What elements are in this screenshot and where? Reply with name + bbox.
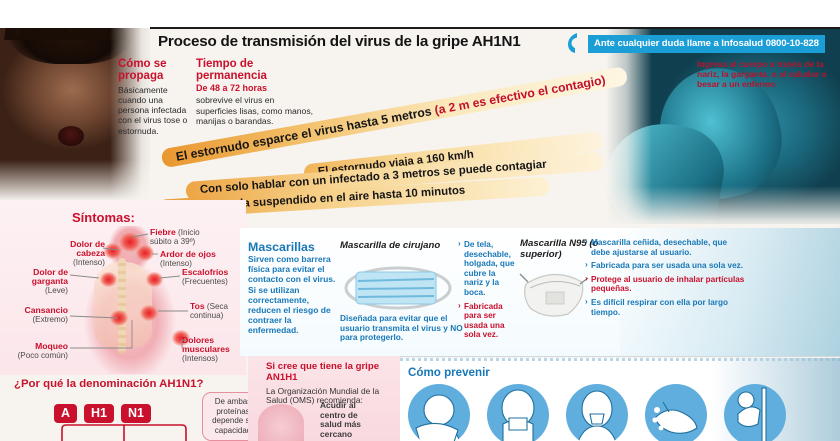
label-dolores-musculares-detail: (Intensos): [182, 354, 218, 364]
mascarilla-n95-bullets: Mascarilla ceñida, desechable, que debe …: [585, 237, 745, 321]
infosalud-badge: Ante cualquier duda llame a Infosalud 08…: [588, 35, 825, 53]
denominacion-connectors: [61, 424, 187, 441]
sintomas-title: Síntomas:: [72, 210, 135, 225]
cover-mouth-with-hands-icon: [487, 384, 549, 441]
bottom-divider: [248, 356, 840, 357]
use-tissue-icon: [566, 384, 628, 441]
label-cansancio: Cansancio (Extremo): [14, 305, 68, 325]
label-tos: Tos (Seca continua): [190, 301, 246, 321]
masked-person-illustration: [258, 404, 304, 441]
label-dolor-garganta-detail: (Leve): [45, 286, 68, 296]
label-dolor-garganta: Dolor de garganta (Leve): [10, 267, 68, 296]
phone-icon: [568, 33, 577, 53]
label-dolores-musculares: Dolores musculares (Intensos): [182, 335, 242, 364]
label-moqueo-detail: (Poco común): [17, 351, 68, 361]
label-cansancio-detail: (Extremo): [32, 315, 68, 325]
chip-h1: H1: [84, 404, 115, 423]
section-denominacion: ¿Por qué la denominación AH1N1?: [14, 378, 214, 390]
hotspot-escalofrios: [146, 272, 163, 287]
label-dolor-cabeza-name: Dolor de cabeza: [70, 239, 105, 259]
label-fiebre: Fiebre (Inicio súbito a 39º): [150, 227, 222, 247]
label-moqueo-name: Moqueo: [35, 341, 68, 351]
title-divider: [150, 27, 840, 29]
hotspot-cansancio: [110, 310, 128, 326]
label-fiebre-name: Fiebre: [150, 227, 176, 237]
tiempo-permanencia-body: sobrevive el virus en superficies lisas,…: [196, 95, 314, 126]
label-ardor-ojos: Ardor de ojos (Intenso): [160, 249, 232, 269]
como-se-propaga-title: Cómo se propaga: [118, 58, 167, 83]
label-moqueo: Moqueo (Poco común): [10, 341, 68, 361]
label-ardor-ojos-name: Ardor de ojos: [160, 249, 216, 259]
label-dolor-cabeza: Dolor de cabeza (Intenso): [55, 239, 105, 268]
spine-shape: [118, 258, 126, 354]
chip-a: A: [54, 404, 78, 423]
mascarilla-cirujano-bullets: De tela, desechable, holgada, que cubre …: [458, 239, 516, 344]
bullet-n95-3: Protege al usuario de inhalar partículas…: [585, 274, 745, 294]
label-tos-detail: (Seca continua): [190, 302, 229, 321]
mascarilla-cirujano-caption-wrap: Diseñada para evitar que el usuario tran…: [340, 313, 466, 343]
wash-hands-icon: [645, 384, 707, 441]
n95-mask-icon: [519, 273, 589, 317]
ingresa-al-cuerpo-body: Ingresa al cuerpo a través de la nariz, …: [697, 59, 827, 89]
bullet-n95-2: Fabricada para ser usada una sola vez.: [585, 260, 745, 271]
como-se-propaga-body: Básicamente cuando una persona infectada…: [118, 84, 188, 136]
section-tiempo-permanencia: Tiempo de permanencia De 48 a 72 horas s…: [196, 58, 316, 126]
bullet-n95-4: Es difícil respirar con ella por largo t…: [585, 297, 745, 317]
hotspot-ardor-ojos: [136, 245, 154, 261]
section-ingresa-al-cuerpo: Ingresa al cuerpo a través de la nariz, …: [697, 57, 833, 89]
si-cree-body: La Organización Mundial de la Salud (OMS…: [266, 385, 380, 406]
hotspot-tos: [140, 305, 158, 321]
label-cansancio-name: Cansancio: [24, 305, 68, 315]
si-cree-advice: Acudir al centro de salud más cercano: [320, 400, 361, 439]
surgical-mask-icon: [344, 266, 452, 310]
prevenir-top-dotted-rule: [400, 358, 840, 361]
header-band: [0, 0, 840, 28]
label-tos-name: Tos: [190, 301, 205, 311]
mascarillas-intro: Mascarillas Sirven como barrera física p…: [248, 240, 340, 336]
mascarilla-n95-block: Mascarilla N95 (o superior): [520, 238, 606, 260]
label-escalofrios: Escalofríos (Frecuentes): [182, 267, 244, 287]
photo-right-fade-bottom: [606, 186, 840, 230]
chip-n1: N1: [121, 404, 151, 423]
mascarilla-cirujano-caption: Diseñada para evitar que el usuario tran…: [340, 313, 463, 343]
label-dolores-musculares-name: Dolores musculares: [182, 335, 230, 355]
cover-mouth-with-arm-icon: [408, 384, 470, 441]
label-dolor-cabeza-detail: (Intenso): [73, 258, 105, 268]
section-como-se-propaga: Cómo se propaga Básicamente cuando una p…: [118, 58, 190, 136]
bullet-n95-1: Mascarilla ceñida, desechable, que debe …: [585, 237, 745, 257]
mascarilla-cirujano-block: Mascarilla de cirujano: [340, 240, 466, 251]
label-dolor-garganta-name: Dolor de garganta: [31, 267, 68, 287]
mascarilla-cirujano-heading: Mascarilla de cirujano: [340, 240, 441, 251]
section-como-prevenir: Cómo prevenir: [400, 358, 840, 441]
avoid-public-transport-icon: [724, 384, 786, 441]
label-fiebre-detail: (Inicio súbito a 39º): [150, 228, 200, 247]
bullet-cirujano-1: De tela, desechable, holgada, que cubre …: [458, 239, 516, 298]
si-cree-title: Si cree que tiene la gripe AN1H1: [266, 361, 380, 383]
label-escalofrios-name: Escalofríos: [182, 267, 229, 277]
bullet-cirujano-2: Fabricada para ser usada una sola vez.: [458, 301, 516, 340]
open-mouth-shape: [58, 126, 84, 146]
label-escalofrios-detail: (Frecuentes): [182, 277, 228, 287]
page-title: Proceso de transmisión del virus de la g…: [158, 33, 521, 50]
mascarilla-n95-heading: Mascarilla N95 (o superior): [520, 238, 599, 260]
hotspot-dolor-cabeza: [104, 243, 122, 259]
tiempo-permanencia-highlight: De 48 a 72 horas: [196, 82, 268, 93]
prevenir-icon-row: [408, 384, 786, 441]
prevenir-title: Cómo prevenir: [408, 366, 490, 379]
mascarillas-intro-text: Sirven como barrera física para evitar e…: [248, 254, 336, 336]
denominacion-chips: A H1 N1: [54, 404, 151, 423]
denominacion-title: ¿Por qué la denominación AH1N1?: [14, 378, 204, 390]
mascarillas-title: Mascarillas: [248, 240, 315, 254]
label-ardor-ojos-detail: (Intenso): [160, 259, 192, 269]
hotspot-dolor-garganta: [100, 272, 117, 287]
tiempo-permanencia-title: Tiempo de permanencia: [196, 58, 267, 83]
